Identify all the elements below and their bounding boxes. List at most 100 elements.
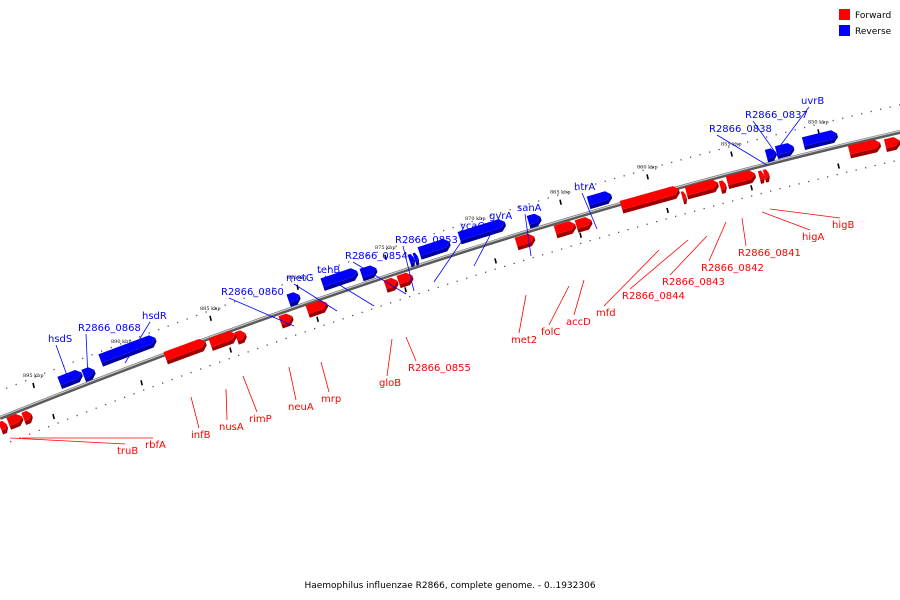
- forward-gene-arrow[interactable]: [684, 178, 720, 200]
- gene-arrow-shine: [680, 191, 685, 194]
- reverse-gene-arrow[interactable]: [407, 253, 417, 268]
- forward-gene-arrow[interactable]: [396, 271, 415, 289]
- gene-arrow-shine: [57, 369, 78, 379]
- legend: Forward Reverse: [839, 9, 892, 37]
- scale-dot: [817, 178, 819, 180]
- reverse-gene-arrow[interactable]: [774, 142, 796, 159]
- reverse-gene-arrow[interactable]: [801, 129, 839, 151]
- scale-dot: [72, 361, 74, 363]
- label-leader-line: [761, 211, 811, 231]
- forward-gene-arrow[interactable]: [21, 410, 34, 425]
- legend-reverse-swatch: [839, 25, 850, 36]
- gene-arrow-face: [725, 170, 756, 186]
- reverse-gene-arrow[interactable]: [586, 190, 614, 210]
- forward-gene-arrow[interactable]: [619, 185, 681, 214]
- gene-arrow-side: [415, 256, 420, 266]
- scale-dot: [709, 151, 711, 153]
- scale-dot: [272, 287, 274, 289]
- gene-arrow-side: [410, 257, 415, 268]
- scale-dot: [243, 297, 245, 299]
- forward-gene-arrow[interactable]: [574, 216, 594, 233]
- gene-arrow-shine: [21, 410, 29, 415]
- gene-label: tehB: [317, 265, 340, 276]
- label-leader-line: [629, 239, 689, 290]
- scale-dot: [870, 110, 872, 113]
- forward-gene-arrow[interactable]: [847, 138, 882, 159]
- gene-arrow-side: [556, 224, 577, 239]
- forward-gene-arrow[interactable]: [883, 136, 900, 152]
- gene-arrow-side: [281, 316, 294, 329]
- scale-dot: [851, 115, 853, 117]
- gene-arrow-shine: [883, 137, 897, 142]
- forward-gene-arrow[interactable]: [762, 169, 771, 183]
- reverse-gene-arrow[interactable]: [286, 291, 303, 307]
- scale-dot: [690, 156, 692, 158]
- forward-gene-arrow[interactable]: [725, 169, 757, 190]
- scale-dot: [836, 173, 838, 176]
- scale-dot: [599, 237, 601, 239]
- scale-dot: [456, 280, 458, 282]
- scale-dot: [462, 223, 464, 226]
- scale-dot: [566, 191, 568, 194]
- reverse-gene-arrow[interactable]: [417, 237, 452, 260]
- scale-dot: [561, 248, 563, 250]
- scale-dot: [627, 228, 629, 231]
- gene-arrow-face: [574, 217, 592, 229]
- gene-label: uvrB: [801, 96, 824, 107]
- forward-gene-arrow[interactable]: [278, 312, 296, 329]
- tick-mark: [52, 413, 55, 420]
- gene-arrow-side: [399, 275, 414, 289]
- scale-dot: [48, 425, 50, 428]
- forward-gene-arrow[interactable]: [383, 276, 400, 293]
- scale-dot: [367, 254, 369, 257]
- gene-arrow-side: [237, 333, 247, 345]
- scale-dot: [779, 188, 781, 190]
- forward-gene-arrow[interactable]: [553, 220, 578, 239]
- forward-gene-arrow[interactable]: [514, 232, 537, 251]
- gene-label: mfd: [596, 308, 616, 319]
- scale-dot: [148, 332, 150, 334]
- reverse-gene-arrow[interactable]: [526, 212, 543, 229]
- gene-arrow-face: [286, 292, 300, 304]
- forward-gene-arrow[interactable]: [6, 412, 25, 430]
- forward-gene-arrow[interactable]: [208, 329, 238, 351]
- gene-arrow-face: [396, 272, 413, 285]
- forward-gene-arrow[interactable]: [305, 299, 330, 318]
- reverse-gene-arrow[interactable]: [764, 147, 778, 163]
- gene-arrow-side: [211, 333, 237, 351]
- reverse-gene-arrow[interactable]: [57, 368, 84, 389]
- scale-dot: [633, 172, 635, 174]
- gene-arrow-shine: [526, 213, 537, 218]
- forward-gene-arrow[interactable]: [718, 180, 728, 194]
- scale-dot: [266, 344, 268, 346]
- gene-label: rbfA: [145, 440, 166, 451]
- gene-arrow-shine: [718, 180, 724, 184]
- reverse-gene-arrow[interactable]: [457, 218, 508, 245]
- gene-arrow-shine: [574, 217, 588, 223]
- reverse-gene-arrow[interactable]: [320, 267, 360, 291]
- scale-dot: [737, 143, 739, 146]
- gene-label: R2866_0841: [738, 248, 801, 259]
- forward-gene-arrow[interactable]: [757, 170, 766, 184]
- forward-gene-arrow[interactable]: [0, 420, 10, 435]
- reverse-gene-arrow[interactable]: [412, 252, 421, 266]
- forward-gene-arrow[interactable]: [163, 337, 208, 365]
- scale-dot: [53, 368, 55, 371]
- scale-dot: [390, 302, 392, 304]
- gene-arrow-face: [383, 277, 398, 289]
- gene-label: R2866_0842: [701, 263, 764, 274]
- forward-gene-arrow[interactable]: [234, 329, 248, 345]
- gene-arrow-face: [234, 330, 246, 341]
- forward-gene-arrow[interactable]: [680, 191, 688, 205]
- scale-dot: [433, 232, 435, 235]
- scale-dot: [357, 258, 359, 260]
- gene-arrow-shine: [757, 170, 763, 174]
- gene-label: htrA: [574, 182, 595, 193]
- scale-dot: [285, 337, 287, 340]
- gene-arrow-side: [362, 268, 378, 282]
- scale-dots: [6, 104, 900, 443]
- scale-dot: [295, 334, 297, 336]
- gene-arrow-shine: [774, 143, 790, 149]
- backbone-highlight: [0, 130, 900, 418]
- scale-dot: [889, 106, 891, 108]
